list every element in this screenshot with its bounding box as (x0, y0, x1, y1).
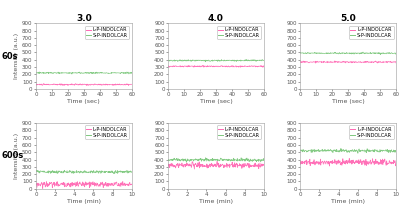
X-axis label: Time (sec): Time (sec) (200, 99, 232, 104)
Title: 3.0: 3.0 (76, 14, 92, 22)
X-axis label: Time (min): Time (min) (199, 199, 233, 204)
Legend: L-P-INDOLCAR, S-P-INDOLCAR: L-P-INDOLCAR, S-P-INDOLCAR (217, 126, 262, 139)
Text: 60s: 60s (2, 52, 18, 61)
Legend: L-P-INDOLCAR, S-P-INDOLCAR: L-P-INDOLCAR, S-P-INDOLCAR (349, 26, 394, 39)
Legend: L-P-INDOLCAR, S-P-INDOLCAR: L-P-INDOLCAR, S-P-INDOLCAR (84, 26, 129, 39)
X-axis label: Time (sec): Time (sec) (332, 99, 364, 104)
Legend: L-P-INDOLCAR, S-P-INDOLCAR: L-P-INDOLCAR, S-P-INDOLCAR (349, 126, 394, 139)
X-axis label: Time (sec): Time (sec) (68, 99, 100, 104)
X-axis label: Time (min): Time (min) (67, 199, 101, 204)
Text: 600s: 600s (2, 151, 24, 160)
Y-axis label: Intensity (a.u.): Intensity (a.u.) (14, 133, 19, 179)
Legend: L-P-INDOLCAR, S-P-INDOLCAR: L-P-INDOLCAR, S-P-INDOLCAR (84, 126, 129, 139)
X-axis label: Time (min): Time (min) (331, 199, 365, 204)
Title: 4.0: 4.0 (208, 14, 224, 22)
Legend: L-P-INDOLCAR, S-P-INDOLCAR: L-P-INDOLCAR, S-P-INDOLCAR (217, 26, 262, 39)
Title: 5.0: 5.0 (340, 14, 356, 22)
Y-axis label: Intensity (a.u.): Intensity (a.u.) (14, 33, 19, 79)
